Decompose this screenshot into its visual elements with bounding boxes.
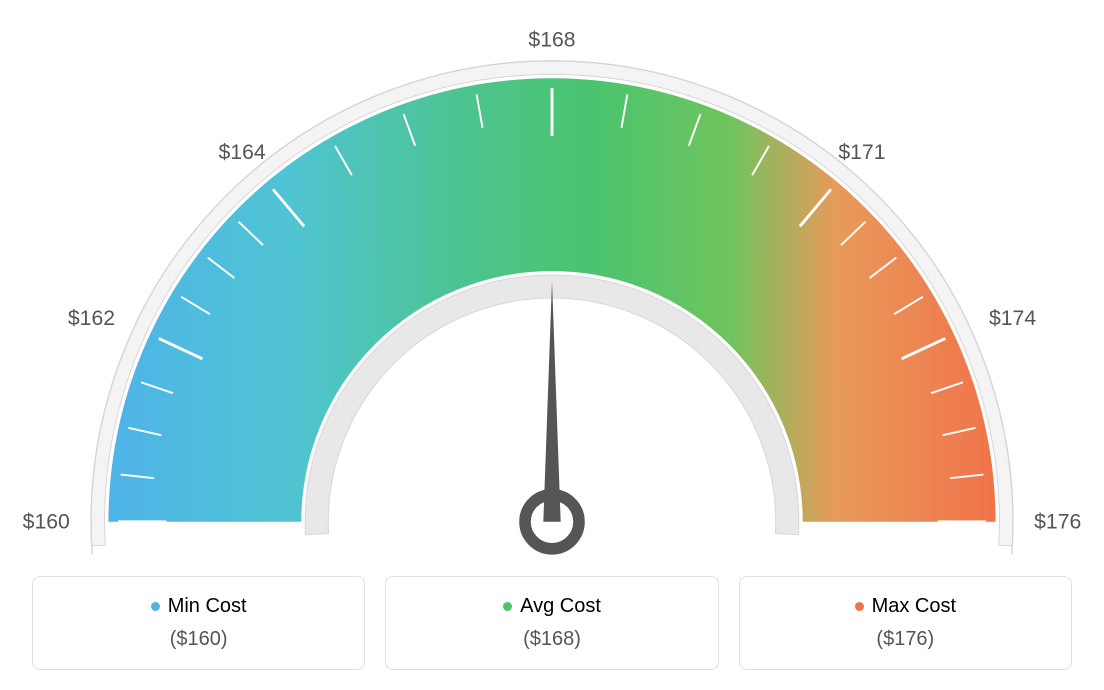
legend-avg-value: ($168) [396,628,707,651]
gauge-tick-label: $162 [68,307,115,330]
legend-avg-dot [503,602,512,611]
legend-avg: Avg Cost ($168) [385,576,718,670]
legend-min-dot [151,602,160,611]
gauge-needle [543,281,560,522]
gauge-tick-label: $160 [23,511,70,534]
legend-max-label: Max Cost [872,595,956,618]
cost-gauge: $160$162$164$168$171$174$176 [52,30,1052,570]
legend-min-value: ($160) [43,628,354,651]
legend-row: Min Cost ($160) Avg Cost ($168) Max Cost… [32,576,1072,670]
gauge-tick-label: $168 [528,28,575,51]
gauge-tick-label: $174 [989,307,1036,330]
legend-avg-title: Avg Cost [396,595,707,618]
gauge-tick-label: $176 [1034,511,1081,534]
legend-max-value: ($176) [750,628,1061,651]
legend-avg-label: Avg Cost [520,595,601,618]
legend-min-label: Min Cost [168,595,247,618]
legend-max: Max Cost ($176) [739,576,1072,670]
legend-min: Min Cost ($160) [32,576,365,670]
gauge-tick-label: $164 [218,141,265,164]
gauge-tick-label: $171 [838,141,885,164]
legend-max-dot [855,602,864,611]
legend-max-title: Max Cost [750,595,1061,618]
legend-min-title: Min Cost [43,595,354,618]
